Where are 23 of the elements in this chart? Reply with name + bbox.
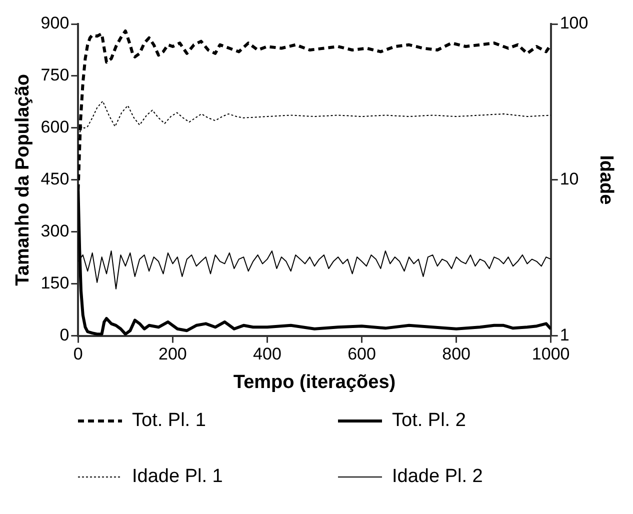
x-axis-title: Tempo (iterações) bbox=[233, 372, 396, 393]
y-tick-label: 900 bbox=[40, 14, 70, 33]
x-tick-label: 600 bbox=[348, 344, 376, 364]
y-tick-label: 150 bbox=[40, 274, 70, 293]
x-tick-label: 200 bbox=[158, 344, 187, 364]
y-tick-label: 0 bbox=[60, 325, 70, 344]
legend-label: Idade Pl. 2 bbox=[392, 466, 483, 488]
y-tick-label: 750 bbox=[40, 66, 70, 85]
y2-axis-title: Idade bbox=[595, 155, 616, 205]
y-tick-label: 300 bbox=[40, 222, 70, 241]
y2-tick-label: 100 bbox=[560, 14, 588, 33]
x-tick-label: 400 bbox=[253, 344, 282, 364]
legend-label: Idade Pl. 1 bbox=[132, 466, 223, 488]
y2-tick-label: 10 bbox=[560, 170, 579, 189]
y-axis-title: Tamanho da População bbox=[12, 74, 34, 286]
legend-label: Tot. Pl. 2 bbox=[392, 410, 466, 432]
x-tick-label: 0 bbox=[73, 344, 83, 364]
legend-label: Tot. Pl. 1 bbox=[132, 410, 206, 432]
x-tick-label: 1000 bbox=[532, 344, 570, 364]
y-tick-label: 450 bbox=[40, 170, 70, 189]
y-tick-label: 600 bbox=[40, 118, 70, 137]
y2-tick-label: 1 bbox=[560, 325, 570, 344]
x-tick-label: 800 bbox=[442, 344, 470, 364]
